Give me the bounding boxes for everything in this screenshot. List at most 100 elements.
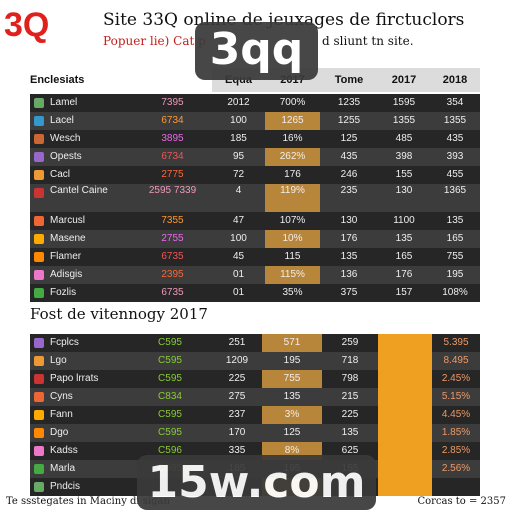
cell: 3895 (133, 130, 212, 148)
icon (34, 374, 44, 384)
cell: 195 (430, 266, 480, 284)
name: Lamel (30, 94, 133, 112)
icon (34, 338, 44, 348)
icon (34, 234, 44, 244)
subtitle: d sliunt tn site. (322, 34, 414, 48)
watermark: 3qq (195, 22, 318, 80)
name: Cacl (30, 166, 133, 184)
cell: 700% (265, 94, 320, 112)
cell: 157 (378, 284, 430, 302)
cell: C595 (128, 334, 212, 352)
cell: 170 (212, 424, 262, 442)
icon (34, 288, 44, 298)
cell: 755 (262, 370, 322, 388)
cell (378, 460, 432, 478)
cell: 100 (212, 230, 265, 248)
cell: 35% (265, 284, 320, 302)
watermark: 15w.com (137, 455, 376, 510)
cell: 165 (378, 248, 430, 266)
cell: 435 (320, 148, 378, 166)
cell: 135 (262, 388, 322, 406)
cell: 1365 (430, 184, 480, 212)
icon (34, 216, 44, 226)
cell: 1209 (212, 352, 262, 370)
cell: C595 (128, 424, 212, 442)
hd: Tome (320, 68, 378, 92)
cell: 135 (320, 248, 378, 266)
cell: 6734 (133, 148, 212, 166)
cell: 10% (265, 230, 320, 248)
cell (378, 442, 432, 460)
icon (34, 270, 44, 280)
cell: 2755 (133, 230, 212, 248)
cell: 115% (265, 266, 320, 284)
cell: 136 (320, 266, 378, 284)
cell: 3% (262, 406, 322, 424)
title: Site 33Q online de jeuxages de firctuclo… (103, 10, 465, 30)
name: Kadss (30, 442, 128, 460)
name: Masene (30, 230, 133, 248)
name: Opests (30, 148, 133, 166)
icon (34, 446, 44, 456)
cell: 1255 (320, 112, 378, 130)
cell: 7355 (133, 212, 212, 230)
cell: 6735 (133, 284, 212, 302)
cell: 4 (212, 184, 265, 212)
cell: 195 (262, 352, 322, 370)
cell: 718 (322, 352, 378, 370)
cell: 2.45% (432, 370, 480, 388)
cell: 798 (322, 370, 378, 388)
hd: 2018 (430, 68, 480, 92)
cell (378, 424, 432, 442)
name: Flamer (30, 248, 133, 266)
name: Cantel Caine (30, 184, 133, 212)
icon (34, 170, 44, 180)
icon (34, 252, 44, 262)
icon (34, 392, 44, 402)
icon (34, 464, 44, 474)
cell: 1355 (430, 112, 480, 130)
icon (34, 482, 44, 492)
cell: 47 (212, 212, 265, 230)
cell: 135 (322, 424, 378, 442)
cell: 398 (378, 148, 430, 166)
cell: 246 (320, 166, 378, 184)
name: Fcplcs (30, 334, 128, 352)
cell: 165 (430, 230, 480, 248)
icon (34, 428, 44, 438)
footer: Te ssstegates in Maciny di sigan (6, 496, 170, 507)
cell: 225 (212, 370, 262, 388)
cell: 237 (212, 406, 262, 424)
cell: C595 (128, 370, 212, 388)
cell: 6735 (133, 248, 212, 266)
cell: 5.395 (432, 334, 480, 352)
cell: 275 (212, 388, 262, 406)
subtitle: Popuer lie) Cat p (103, 34, 206, 48)
cell: 185 (212, 130, 265, 148)
icon (34, 188, 44, 198)
cell: 755 (430, 248, 480, 266)
cell: 6734 (133, 112, 212, 130)
cell: 1595 (378, 94, 430, 112)
cell: 115 (265, 248, 320, 266)
cell: 455 (430, 166, 480, 184)
cell: 2775 (133, 166, 212, 184)
cell: 108% (430, 284, 480, 302)
cell: 251 (212, 334, 262, 352)
cell: 375 (320, 284, 378, 302)
name: Wesch (30, 130, 133, 148)
cell: 45 (212, 248, 265, 266)
cell: 354 (430, 94, 480, 112)
cell: 100 (212, 112, 265, 130)
cell: C595 (128, 406, 212, 424)
cell: 72 (212, 166, 265, 184)
cell: 225 (322, 406, 378, 424)
footer: Corcas to = 2357 (417, 496, 506, 507)
cell: 8.495 (432, 352, 480, 370)
cell: 1.85% (432, 424, 480, 442)
name: Papo lrrats (30, 370, 128, 388)
cell (378, 334, 432, 352)
cell: 485 (378, 130, 430, 148)
cell: 119% (265, 184, 320, 212)
cell: 2012 (212, 94, 265, 112)
